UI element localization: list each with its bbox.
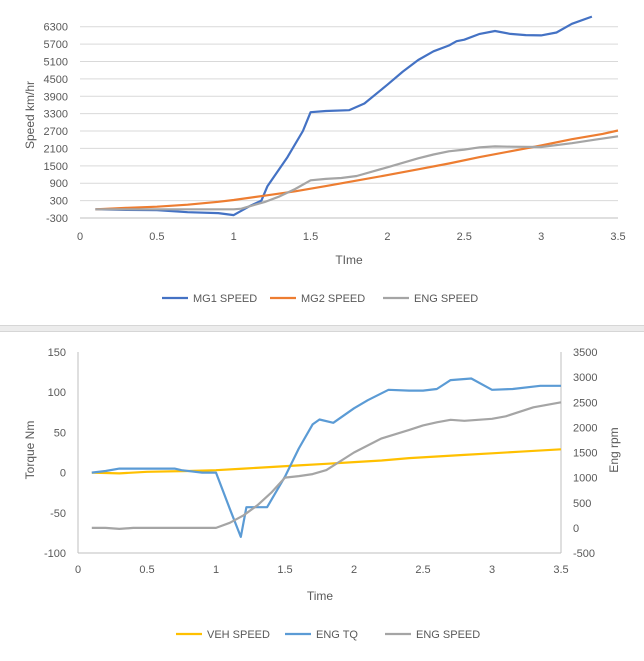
y-tick-label: 50: [54, 427, 66, 439]
x-tick-label: 0: [77, 231, 83, 243]
y-axis-title: Speed km/hr: [23, 81, 37, 149]
torque-chart: -100-50050100150-50005001000150020002500…: [23, 347, 621, 641]
y-tick-label: 0: [60, 468, 66, 480]
panel-divider: [0, 325, 644, 332]
x-tick-label: 2: [384, 231, 390, 243]
y-tick-label: 5100: [44, 56, 68, 68]
legend: MG1 SPEED MG2 SPEED ENG SPEED: [162, 293, 478, 305]
speed-chart: -300 300 900 1500 2100 2700 3300 3900 4500 5100 57…: [23, 15, 626, 305]
x-tick-label: 1.5: [303, 231, 318, 243]
y-tick-label: 5700: [44, 39, 68, 51]
top-chart-panel: -300 300 900 1500 2100 2700 3300 3900 4500 5100 57…: [0, 0, 644, 325]
legend-label-eng-tq: ENG TQ: [316, 629, 358, 641]
x-tick-label: 0.5: [149, 231, 164, 243]
series-line-veh-speed: [91, 448, 562, 475]
y-tick-label: -100: [44, 548, 66, 560]
y-tick-label: 2100: [44, 143, 68, 155]
y2-tick-label: 3000: [573, 372, 597, 384]
y2-tick-label: 0: [573, 523, 579, 535]
y-tick-label: 3300: [44, 109, 68, 121]
x-tick-label: 1: [231, 231, 237, 243]
bottom-chart-panel: -100 -50 0 50 100 150 -500 0 500 1000 1500 2000 2500…: [0, 332, 644, 656]
legend-label-eng-speed: ENG SPEED: [416, 629, 480, 641]
x-tick-label: 3.5: [553, 564, 568, 576]
x-tick-label: 3.5: [610, 231, 625, 243]
x-tick-label: 3: [538, 231, 544, 243]
y-tick-label: 150: [48, 347, 66, 359]
x-tick-label: 3: [489, 564, 495, 576]
y-tick-label: 3900: [44, 91, 68, 103]
legend-label-eng-speed: ENG SPEED: [414, 293, 478, 305]
x-axis-title: Time: [307, 589, 334, 603]
x-tick-label: 2: [351, 564, 357, 576]
x-tick-label: 1: [213, 564, 219, 576]
y-tick-label: 300: [50, 196, 68, 208]
y2-tick-label: 1000: [573, 473, 597, 485]
x-axis-title: TIme: [335, 253, 363, 267]
series-line-mg1-speed: [95, 15, 593, 217]
y2-tick-label: 3500: [573, 347, 597, 359]
y-tick-label: 900: [50, 178, 68, 190]
legend-label-mg1-speed: MG1 SPEED: [193, 293, 257, 305]
legend: VEH SPEED ENG TQ ENG SPEED: [176, 629, 480, 641]
y2-tick-label: 2000: [573, 422, 597, 434]
x-tick-label: 0: [75, 564, 81, 576]
y2-tick-label: -500: [573, 548, 595, 560]
y-tick-label: 4500: [44, 74, 68, 86]
y-tick-label: -50: [50, 508, 66, 520]
x-tick-label: 2.5: [415, 564, 430, 576]
y-axis-title: Torque Nm: [23, 421, 37, 480]
legend-label-veh-speed: VEH SPEED: [207, 629, 270, 641]
series-line-mg2-speed: [95, 129, 619, 211]
legend-label-mg2-speed: MG2 SPEED: [301, 293, 365, 305]
series-line-eng-tq: [91, 377, 561, 538]
y2-tick-label: 500: [573, 498, 591, 510]
y-tick-label: 2700: [44, 126, 68, 138]
x-tick-label: 0.5: [139, 564, 154, 576]
x-tick-label: 1.5: [277, 564, 292, 576]
x-tick-label: 2.5: [457, 231, 472, 243]
y-tick-label: 6300: [44, 22, 68, 34]
y-tick-label: -300: [46, 213, 68, 225]
y2-tick-label: 2500: [573, 397, 597, 409]
y-tick-label: 1500: [44, 161, 68, 173]
y-tick-label: 100: [48, 387, 66, 399]
series-line-eng-speed: [95, 135, 619, 211]
y2-tick-label: 1500: [573, 448, 597, 460]
y2-axis-title: Eng rpm: [607, 427, 621, 472]
series-line-eng-speed: [91, 401, 562, 530]
